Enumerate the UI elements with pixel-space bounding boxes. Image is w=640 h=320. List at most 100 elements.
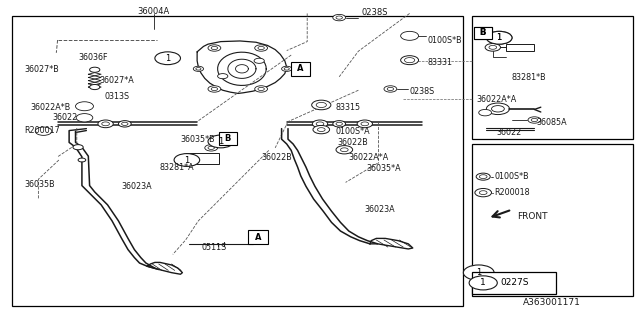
Circle shape — [401, 31, 419, 40]
Bar — [472, 144, 633, 296]
Text: 0100S*A: 0100S*A — [336, 127, 371, 136]
Text: B: B — [479, 28, 486, 37]
Circle shape — [174, 154, 200, 166]
Text: B: B — [225, 134, 231, 143]
Circle shape — [404, 33, 415, 38]
Circle shape — [76, 102, 93, 111]
Circle shape — [211, 46, 218, 50]
Circle shape — [384, 86, 397, 92]
Circle shape — [486, 103, 509, 115]
Bar — [472, 272, 556, 294]
Circle shape — [76, 114, 93, 122]
Text: 36027*B: 36027*B — [24, 65, 59, 74]
Circle shape — [317, 128, 325, 132]
Circle shape — [401, 56, 419, 65]
Circle shape — [122, 122, 128, 125]
Text: 36022: 36022 — [52, 113, 77, 122]
Circle shape — [193, 66, 204, 71]
Bar — [472, 16, 633, 139]
Bar — [506, 44, 534, 51]
Text: 0100S*B: 0100S*B — [428, 36, 462, 44]
Circle shape — [479, 175, 487, 179]
Circle shape — [155, 52, 180, 65]
Text: 36035*A: 36035*A — [366, 164, 401, 173]
Circle shape — [255, 45, 268, 51]
Circle shape — [336, 122, 342, 125]
Text: 1: 1 — [184, 156, 189, 164]
Circle shape — [258, 46, 264, 50]
Circle shape — [475, 188, 492, 197]
Text: 36023A: 36023A — [122, 182, 152, 191]
Circle shape — [102, 122, 109, 126]
Bar — [474, 27, 492, 39]
Text: 0238S: 0238S — [410, 87, 435, 96]
Text: 1: 1 — [476, 268, 481, 277]
Circle shape — [208, 146, 214, 149]
Circle shape — [485, 44, 500, 51]
Circle shape — [357, 120, 372, 128]
Bar — [186, 153, 219, 164]
Text: R200018: R200018 — [494, 188, 530, 197]
Circle shape — [313, 125, 330, 134]
Text: 0238S: 0238S — [362, 8, 388, 17]
Text: 36035B: 36035B — [24, 180, 55, 189]
Circle shape — [479, 191, 487, 195]
Circle shape — [340, 148, 348, 152]
Text: 1: 1 — [165, 54, 170, 63]
Text: 36022A*A: 36022A*A — [477, 95, 517, 104]
Text: 83315: 83315 — [336, 103, 361, 112]
Circle shape — [258, 87, 264, 91]
Circle shape — [387, 87, 394, 91]
Bar — [12, 16, 463, 306]
Text: 36022B: 36022B — [338, 138, 369, 147]
Circle shape — [528, 117, 541, 123]
Circle shape — [486, 31, 512, 44]
Text: 1: 1 — [497, 33, 502, 42]
Text: FRONT: FRONT — [517, 212, 548, 221]
Text: 36085A: 36085A — [536, 118, 567, 127]
Bar — [474, 27, 492, 39]
Text: 36022A*B: 36022A*B — [31, 103, 71, 112]
Circle shape — [282, 66, 292, 71]
Circle shape — [211, 87, 218, 91]
Circle shape — [316, 102, 326, 108]
Text: 0511S: 0511S — [202, 243, 227, 252]
Circle shape — [205, 145, 218, 151]
Circle shape — [118, 121, 131, 127]
Text: 36004A: 36004A — [138, 7, 170, 16]
Circle shape — [90, 84, 100, 90]
Circle shape — [98, 120, 113, 128]
Text: 0313S: 0313S — [104, 92, 129, 101]
Circle shape — [312, 100, 331, 110]
Bar — [248, 230, 268, 244]
Circle shape — [312, 120, 328, 128]
Text: 36022A*A: 36022A*A — [349, 153, 389, 162]
Text: 1: 1 — [481, 278, 486, 287]
Circle shape — [463, 265, 494, 280]
Text: A: A — [297, 64, 303, 74]
Circle shape — [479, 109, 492, 116]
Circle shape — [333, 121, 346, 127]
Text: 36022: 36022 — [496, 128, 521, 137]
Circle shape — [208, 135, 234, 148]
Circle shape — [476, 173, 490, 180]
Text: R200017: R200017 — [24, 126, 60, 135]
Circle shape — [284, 68, 289, 70]
Circle shape — [486, 31, 512, 44]
Text: 83281*B: 83281*B — [512, 73, 547, 82]
Circle shape — [254, 58, 264, 63]
Bar — [219, 132, 237, 145]
Text: A: A — [255, 233, 261, 242]
Circle shape — [79, 103, 90, 109]
Circle shape — [531, 118, 538, 122]
Circle shape — [80, 116, 89, 120]
Circle shape — [208, 45, 221, 51]
Circle shape — [469, 276, 497, 290]
Text: 83331: 83331 — [428, 58, 452, 67]
Text: 36022B: 36022B — [261, 153, 292, 162]
Text: 36036F: 36036F — [79, 53, 108, 62]
Circle shape — [35, 127, 52, 135]
Circle shape — [316, 122, 324, 126]
Circle shape — [255, 86, 268, 92]
Text: 0227S: 0227S — [500, 278, 529, 287]
